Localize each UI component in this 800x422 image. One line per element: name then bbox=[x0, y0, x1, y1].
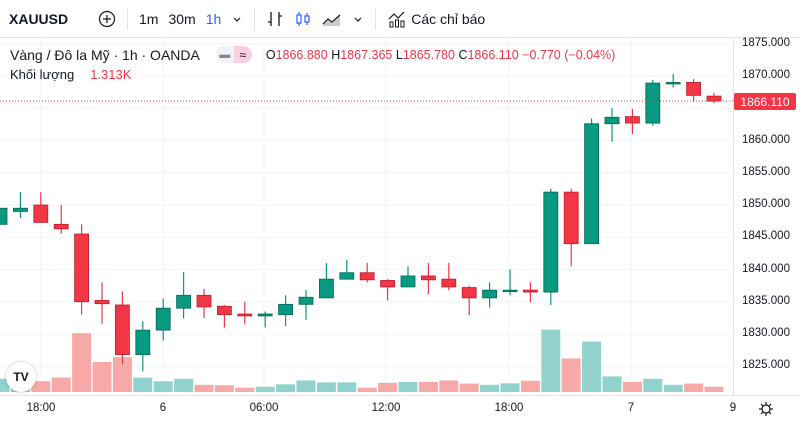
candles-icon bbox=[296, 11, 310, 26]
interval-30m[interactable]: 30m bbox=[168, 10, 196, 27]
indicators-icon bbox=[388, 11, 405, 27]
price-tick: 1855.000 bbox=[742, 165, 790, 178]
series-legend: Vàng / Đô la Mỹ · 1h · OANDA ▬ ≈ O1866.8… bbox=[10, 46, 615, 63]
compare-add-symbol-button[interactable] bbox=[93, 10, 121, 28]
plus-circle-icon bbox=[98, 10, 116, 27]
hide-icon[interactable]: ▬ bbox=[215, 46, 234, 63]
price-axis[interactable]: 1875.000 1870.000 1860.000 1855.000 1850.000… bbox=[733, 36, 800, 395]
candlestick-chart[interactable] bbox=[0, 38, 733, 395]
change-value: −0.770 (−0.04%) bbox=[522, 47, 616, 62]
indicators-button[interactable]: Các chỉ báo bbox=[382, 9, 490, 29]
price-tick: 1860.000 bbox=[742, 133, 790, 146]
interval-1m[interactable]: 1m bbox=[139, 10, 159, 27]
ohlc-values: O1866.880 H1867.365 L1865.780 C1866.110 … bbox=[265, 47, 616, 62]
divider bbox=[375, 7, 377, 30]
divider bbox=[127, 7, 128, 30]
price-tick: 1835.000 bbox=[742, 294, 790, 307]
time-axis[interactable]: 18:00 6 06:00 12:00 18:00 7 9 bbox=[0, 395, 800, 422]
interval-1h[interactable]: 1h bbox=[205, 10, 222, 27]
price-tick: 1850.000 bbox=[742, 198, 790, 210]
indicators-label: Các chỉ báo bbox=[411, 10, 486, 27]
time-tick: 06:00 bbox=[249, 402, 279, 414]
settings-gear-icon[interactable] bbox=[758, 401, 774, 417]
chevron-down-icon bbox=[354, 17, 362, 22]
price-tick: 1875.000 bbox=[742, 36, 790, 49]
volume-legend: Khối lượng 1.313K bbox=[10, 67, 131, 82]
approx-icon[interactable]: ≈ bbox=[233, 46, 252, 63]
price-tick: 1840.000 bbox=[742, 262, 790, 275]
volume-value: 1.313K bbox=[90, 67, 132, 82]
bars-chart-type-button[interactable] bbox=[261, 10, 289, 28]
open-value: 1866.880 bbox=[275, 47, 328, 62]
price-tick: 1870.000 bbox=[742, 69, 790, 81]
area-chart-icon bbox=[322, 14, 341, 26]
price-tick: 1845.000 bbox=[742, 230, 790, 243]
tradingview-logo[interactable]: TV bbox=[6, 362, 36, 392]
chart-type-dropdown[interactable] bbox=[347, 13, 369, 25]
bars-icon bbox=[268, 11, 283, 26]
series-title: Vàng / Đô la Mỹ · 1h · OANDA bbox=[10, 46, 200, 63]
last-price-label: 1866.110 bbox=[734, 93, 796, 110]
symbol-search-button[interactable]: XAUUSD bbox=[9, 10, 69, 27]
price-tick: 1830.000 bbox=[742, 327, 790, 339]
area-chart-type-button[interactable] bbox=[317, 11, 347, 27]
close-value: 1866.110 bbox=[467, 47, 519, 62]
time-tick: 18:00 bbox=[494, 402, 524, 414]
legend-toggle[interactable]: ▬ ≈ bbox=[215, 46, 252, 63]
high-value: 1867.365 bbox=[340, 47, 393, 62]
price-tick: 1825.000 bbox=[742, 359, 790, 372]
candles-chart-type-button[interactable] bbox=[289, 10, 317, 28]
volume-label: Khối lượng bbox=[10, 67, 75, 82]
top-toolbar: XAUUSD 1m 30m 1h Các chỉ báo bbox=[0, 0, 800, 38]
time-tick: 7 bbox=[627, 402, 635, 414]
low-value: 1865.780 bbox=[402, 47, 455, 62]
time-tick: 6 bbox=[159, 402, 167, 414]
time-tick: 12:00 bbox=[371, 402, 401, 414]
chevron-down-icon bbox=[233, 17, 241, 22]
divider bbox=[254, 7, 256, 30]
time-tick: 9 bbox=[729, 402, 737, 414]
time-tick: 18:00 bbox=[26, 402, 56, 414]
interval-dropdown[interactable] bbox=[226, 13, 248, 25]
